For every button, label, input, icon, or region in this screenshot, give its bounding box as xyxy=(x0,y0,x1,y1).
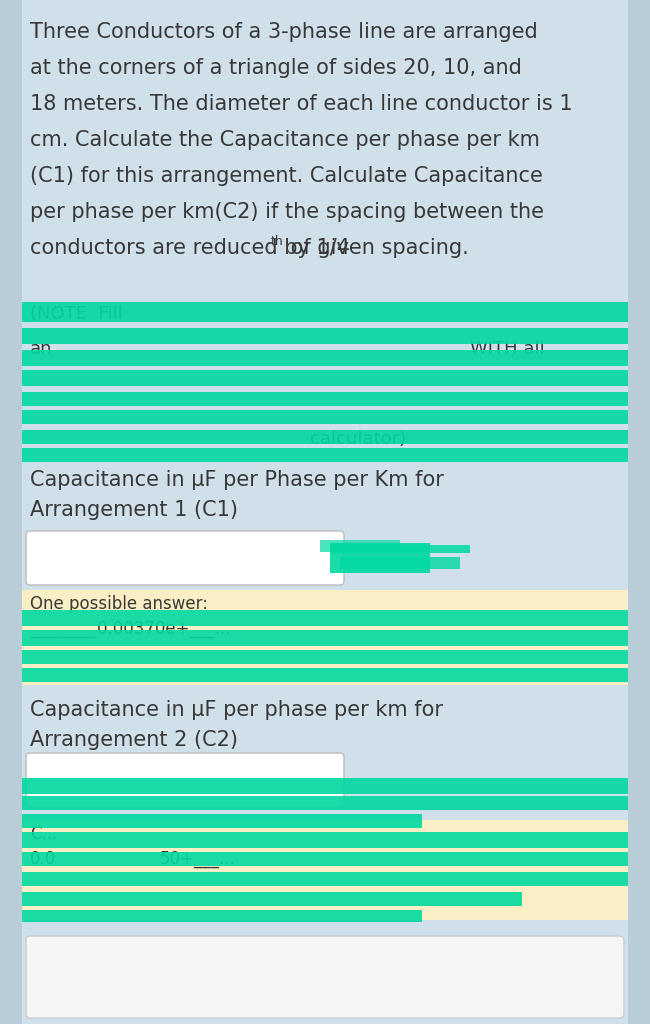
Text: per phase per km(C2) if the spacing between the: per phase per km(C2) if the spacing betw… xyxy=(30,202,544,222)
Text: of given spacing.: of given spacing. xyxy=(284,238,469,258)
Bar xyxy=(22,392,628,406)
Text: ________0.00370e+___...: ________0.00370e+___... xyxy=(30,620,230,638)
Bar xyxy=(22,328,628,344)
Bar xyxy=(22,350,628,366)
Text: Arrangement 2 (C2): Arrangement 2 (C2) xyxy=(30,730,238,750)
Bar xyxy=(628,0,650,1024)
FancyBboxPatch shape xyxy=(26,753,344,807)
Text: 0.0: 0.0 xyxy=(30,850,57,868)
Bar xyxy=(22,820,628,920)
Text: cm. Calculate the Capacitance per phase per km: cm. Calculate the Capacitance per phase … xyxy=(30,130,540,150)
Bar xyxy=(330,545,470,553)
Text: 50+___...: 50+___... xyxy=(160,850,236,868)
Bar xyxy=(22,590,628,685)
Bar xyxy=(22,650,628,664)
Bar xyxy=(320,540,400,552)
Bar xyxy=(22,814,422,828)
FancyBboxPatch shape xyxy=(26,531,344,585)
Bar xyxy=(22,410,628,424)
Bar xyxy=(22,852,628,866)
Text: th: th xyxy=(271,234,284,248)
Text: Capacitance in μF per Phase per Km for: Capacitance in μF per Phase per Km for xyxy=(30,470,444,490)
Text: calculator): calculator) xyxy=(310,430,406,449)
Text: Capacitance in: Capacitance in xyxy=(30,470,191,490)
Text: Three Conductors of a 3-phase line are arranged: Three Conductors of a 3-phase line are a… xyxy=(30,22,538,42)
Bar xyxy=(0,0,22,1024)
Text: conductors are reduced by 1/4: conductors are reduced by 1/4 xyxy=(30,238,350,258)
Bar xyxy=(22,668,628,682)
Text: 18 meters. The diameter of each line conductor is 1: 18 meters. The diameter of each line con… xyxy=(30,94,573,114)
Text: at the corners of a triangle of sides 20, 10, and: at the corners of a triangle of sides 20… xyxy=(30,58,522,78)
Text: (C1) for this arrangement. Calculate Capacitance: (C1) for this arrangement. Calculate Cap… xyxy=(30,166,543,186)
Text: One possible answer:: One possible answer: xyxy=(30,595,208,613)
Bar xyxy=(22,302,628,322)
Text: C...: C... xyxy=(30,825,57,843)
Text: WITH all: WITH all xyxy=(470,340,545,358)
Bar xyxy=(340,557,460,569)
Bar xyxy=(22,370,628,386)
FancyBboxPatch shape xyxy=(26,936,624,1018)
Bar xyxy=(22,872,628,886)
Bar xyxy=(22,892,522,906)
Bar xyxy=(22,430,628,444)
Bar xyxy=(22,831,628,848)
Bar xyxy=(22,910,422,922)
Bar xyxy=(22,449,628,462)
Bar xyxy=(22,610,628,626)
Text: an: an xyxy=(30,340,53,358)
Text: Arrangement 1 (C1): Arrangement 1 (C1) xyxy=(30,500,238,520)
Text: Capacitance in μF per phase per km for: Capacitance in μF per phase per km for xyxy=(30,700,443,720)
Bar xyxy=(22,778,628,794)
Text: (NOTE  Fill: (NOTE Fill xyxy=(30,305,123,323)
Bar xyxy=(22,630,628,646)
Bar xyxy=(330,543,430,573)
Bar xyxy=(22,796,628,810)
